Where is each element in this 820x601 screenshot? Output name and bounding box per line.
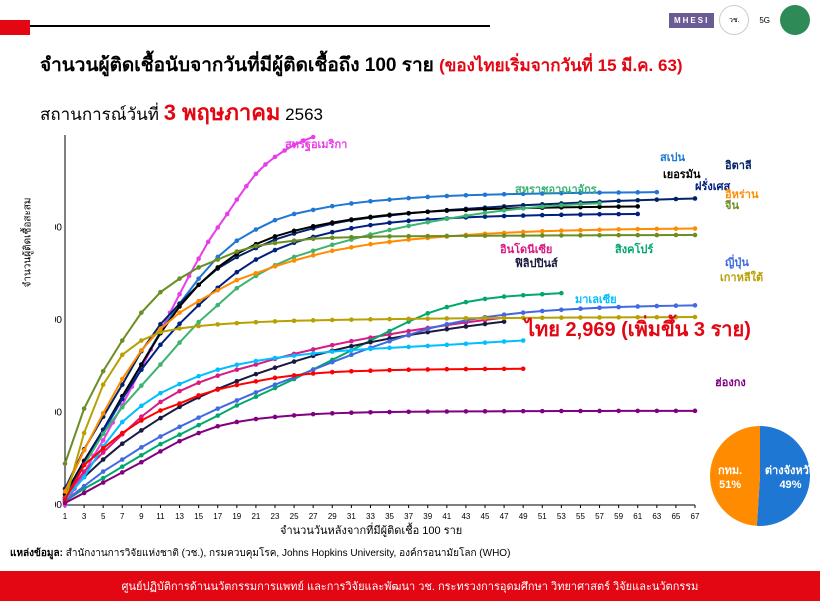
svg-text:23: 23: [271, 512, 280, 521]
svg-text:43: 43: [461, 512, 470, 521]
svg-text:1000: 1000: [55, 408, 62, 419]
series-label: ฮ่องกง: [715, 373, 746, 391]
subtitle-date: 3 พฤษภาคม: [164, 100, 281, 125]
svg-text:35: 35: [385, 512, 394, 521]
svg-text:67: 67: [691, 512, 700, 521]
svg-text:37: 37: [404, 512, 413, 521]
series-label: สหรัฐอเมริกา: [285, 135, 347, 153]
svg-text:100: 100: [55, 500, 62, 511]
svg-text:7: 7: [120, 512, 125, 521]
series-label: อิตาลี: [725, 156, 752, 174]
mhesi-logo: MHESI: [669, 13, 714, 28]
title-main: จำนวนผู้ติดเชื้อนับจากวันที่มีผู้ติดเชื้…: [40, 55, 434, 76]
nrct-logo: วช.: [719, 5, 749, 35]
pie-label-prov: ต่างจังหวัด49%: [765, 461, 816, 491]
series-label: จีน: [725, 196, 739, 214]
svg-text:47: 47: [500, 512, 509, 521]
source-text: สำนักงานการวิจัยแห่งชาติ (วช.), กรมควบคุ…: [66, 548, 511, 559]
svg-text:63: 63: [652, 512, 661, 521]
title-note: (ของไทยเริ่มจากวันที่ 15 มี.ค. 63): [439, 56, 683, 75]
svg-text:100000: 100000: [55, 223, 62, 234]
svg-text:29: 29: [328, 512, 337, 521]
svg-text:65: 65: [671, 512, 680, 521]
subtitle-prefix: สถานการณ์วันที่: [40, 105, 159, 124]
series-label: เกาหลีใต้: [720, 268, 763, 286]
source-label: แหล่งข้อมูล:: [10, 548, 63, 559]
svg-text:45: 45: [481, 512, 490, 521]
svg-text:55: 55: [576, 512, 585, 521]
svg-text:13: 13: [175, 512, 184, 521]
svg-text:61: 61: [633, 512, 642, 521]
svg-text:21: 21: [251, 512, 260, 521]
thai-highlight: ไทย 2,969 (เพิ่มขึ้น 3 ราย): [525, 313, 751, 345]
svg-text:9: 9: [139, 512, 144, 521]
source-line: แหล่งข้อมูล: สำนักงานการวิจัยแห่งชาติ (ว…: [10, 546, 510, 561]
svg-text:59: 59: [614, 512, 623, 521]
svg-text:1: 1: [63, 512, 68, 521]
series-label: สเปน: [660, 148, 685, 166]
ddc-logo: [780, 5, 810, 35]
svg-text:11: 11: [156, 512, 165, 521]
subtitle-year: 2563: [285, 105, 323, 124]
svg-text:17: 17: [213, 512, 222, 521]
svg-text:31: 31: [347, 512, 356, 521]
svg-text:53: 53: [557, 512, 566, 521]
svg-text:3: 3: [82, 512, 87, 521]
x-axis-label: จำนวนวันหลังจากที่มีผู้ติดเชื้อ 100 ราย: [280, 521, 462, 539]
svg-text:10000: 10000: [55, 315, 62, 326]
svg-text:15: 15: [194, 512, 203, 521]
svg-text:27: 27: [309, 512, 318, 521]
page-title: จำนวนผู้ติดเชื้อนับจากวันที่มีผู้ติดเชื้…: [40, 50, 683, 80]
header-line: [30, 25, 490, 27]
series-label: ฟิลิปปินส์: [515, 254, 558, 272]
pie-label-bkk: กทม.51%: [718, 461, 742, 491]
svg-text:19: 19: [232, 512, 241, 521]
svg-text:51: 51: [538, 512, 547, 521]
y-axis-label: จำนวนผู้ติดเชื้อสะสม: [21, 198, 36, 288]
svg-text:5: 5: [101, 512, 106, 521]
svg-text:39: 39: [423, 512, 432, 521]
pie-chart: กทม.51% ต่างจังหวัด49%: [710, 426, 810, 526]
footer-bar: ศูนย์ปฏิบัติการด้านนวัตกรรมการแพทย์ และก…: [0, 571, 820, 601]
date-subtitle: สถานการณ์วันที่ 3 พฤษภาคม 2563: [40, 95, 323, 130]
svg-text:49: 49: [519, 512, 528, 521]
logo-row: MHESI วช. 5G: [669, 5, 810, 35]
series-label: สหราชอาณาจักร: [515, 180, 597, 198]
svg-text:33: 33: [366, 512, 375, 521]
svg-text:57: 57: [595, 512, 604, 521]
5g-logo: 5G: [754, 13, 775, 28]
accent-bar: [0, 20, 30, 35]
series-label: มาเลเซีย: [575, 290, 617, 308]
series-label: สิงคโปร์: [615, 240, 653, 258]
cases-chart: 1001000100001000001357911131517192123252…: [55, 130, 770, 530]
svg-text:41: 41: [442, 512, 451, 521]
svg-text:25: 25: [290, 512, 299, 521]
